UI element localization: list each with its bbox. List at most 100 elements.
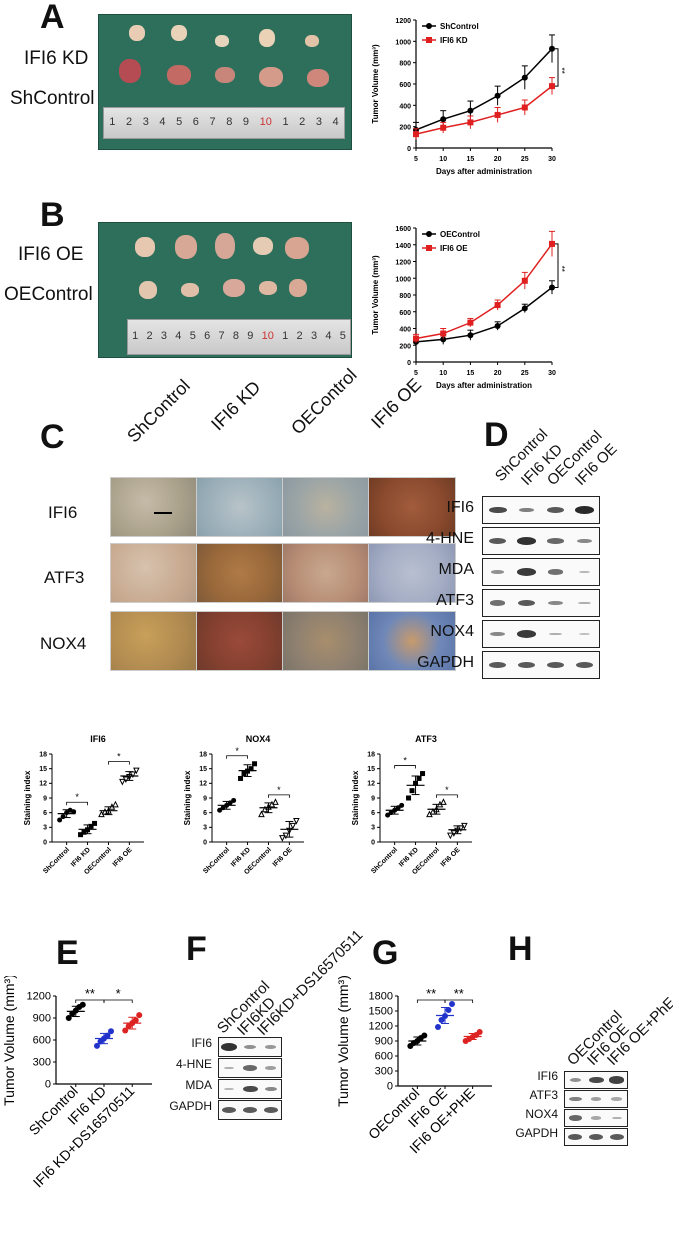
data-point: [467, 319, 474, 326]
wb-row-label: 4-HNE: [425, 530, 474, 547]
data-point: [521, 305, 528, 312]
y-tick-label: 800: [399, 61, 411, 68]
wb-row-label: IFI6: [191, 1036, 212, 1050]
data-point: [231, 797, 237, 803]
ruler-tick-label: 2: [146, 330, 153, 342]
data-point: [416, 775, 422, 781]
data-point: [238, 775, 244, 781]
wb-blot-strip: [482, 651, 600, 679]
data-point: [549, 83, 555, 90]
y-tick-label: 6: [203, 810, 207, 817]
ruler-tick-label: 3: [142, 116, 149, 128]
wb-band: [578, 570, 591, 574]
wb-band: [519, 507, 534, 513]
panel-b-label-control: OEControl: [4, 284, 93, 305]
wb-band: [590, 1097, 602, 1101]
wb-band: [569, 1096, 582, 1102]
series-line: [415, 243, 553, 340]
wb-blot-strip: [218, 1079, 282, 1099]
ihc-image: [110, 611, 198, 671]
data-point: [81, 829, 87, 835]
data-point: [494, 111, 501, 118]
significance-bracket: [555, 243, 559, 288]
y-tick-label: 18: [199, 751, 207, 758]
y-tick-label: 9: [203, 795, 207, 802]
panel-a-growth-chart: 0 200 400 600 800 1000 1200 5 10 15 20 25 30 Days aft…: [371, 18, 566, 176]
ruler-tick-label: 1: [109, 116, 116, 128]
ihc-image: [110, 543, 198, 603]
significance-bracket: [436, 794, 458, 798]
ihc-image: [282, 477, 370, 537]
wb-band: [548, 600, 563, 606]
chart-title: IFI6: [90, 734, 106, 744]
y-tick-label: 18: [367, 751, 375, 758]
wb-band: [547, 569, 564, 575]
ruler-tick-label: 4: [175, 330, 182, 342]
ihc-image: [196, 543, 284, 603]
ruler-tick-label: 2: [125, 116, 133, 128]
y-tick-label: 0: [387, 1081, 393, 1093]
wb-band: [588, 1133, 604, 1141]
wb-blot-strip: [218, 1100, 282, 1120]
ruler-tick-label: 3: [315, 116, 322, 128]
data-point: [94, 1042, 100, 1049]
significance-bracket: [394, 765, 416, 769]
y-tick-label: 1000: [395, 39, 411, 46]
data-point: [79, 1001, 86, 1008]
x-tick-label: 20: [494, 156, 502, 163]
data-point: [248, 766, 254, 772]
panel-letter-f: F: [186, 930, 207, 968]
panel-a-label-kd: IFI6 KD: [24, 48, 89, 69]
ihc-image: [368, 477, 456, 537]
ruler-tick-label: 8: [226, 116, 233, 128]
y-axis-label: Tumor Volume (mm³): [371, 255, 380, 335]
ihc-image: [282, 543, 370, 603]
wb-band: [578, 632, 591, 636]
significance-label: *: [116, 986, 121, 1001]
x-axis-label: Days after administration: [436, 381, 532, 390]
x-tick-label: 15: [467, 156, 475, 163]
data-point: [132, 1017, 139, 1024]
y-tick-label: 18: [39, 751, 47, 758]
data-point: [445, 1007, 452, 1013]
y-tick-label: 1800: [369, 991, 393, 1003]
data-point: [293, 818, 300, 825]
wb-band: [488, 661, 507, 669]
y-tick-label: 1200: [395, 18, 411, 25]
data-point: [136, 1012, 143, 1019]
ruler-tick-label: 4: [325, 330, 332, 342]
data-point: [476, 1029, 483, 1035]
significance-label: *: [75, 792, 79, 802]
ruler-tick-label: 2: [299, 116, 306, 128]
data-point: [549, 45, 555, 52]
series-line: [415, 85, 553, 135]
data-point: [406, 795, 412, 801]
ruler-tick-label: 5: [189, 330, 196, 342]
data-point: [65, 1015, 72, 1021]
wb-band: [549, 632, 562, 636]
panel-letter-a: A: [40, 0, 65, 36]
significance-label: **: [557, 67, 566, 73]
significance-bracket: [226, 755, 248, 759]
data-point: [438, 1017, 445, 1023]
data-point: [252, 761, 258, 767]
ihc-image: [368, 543, 456, 603]
wb-band: [265, 1066, 277, 1070]
data-point: [420, 771, 426, 777]
y-tick-label: 600: [375, 1051, 393, 1063]
y-tick-label: 1200: [27, 991, 51, 1003]
y-tick-label: 400: [399, 103, 411, 110]
x-tick-label: ShControl: [370, 846, 399, 875]
y-tick-label: 0: [407, 146, 411, 153]
y-axis-label: Tumor Volume (mm³): [335, 976, 351, 1107]
data-point: [258, 810, 265, 818]
wb-band: [517, 568, 536, 576]
legend-label: OEControl: [440, 230, 480, 239]
panel-letter-g: G: [372, 934, 399, 972]
y-tick-label: 400: [399, 327, 411, 334]
legend-label: IFI6 KD: [440, 36, 468, 45]
data-point: [494, 302, 501, 309]
data-point: [494, 322, 501, 329]
ruler-tick-label: 7: [209, 116, 216, 128]
y-tick-label: 1500: [369, 1006, 393, 1018]
